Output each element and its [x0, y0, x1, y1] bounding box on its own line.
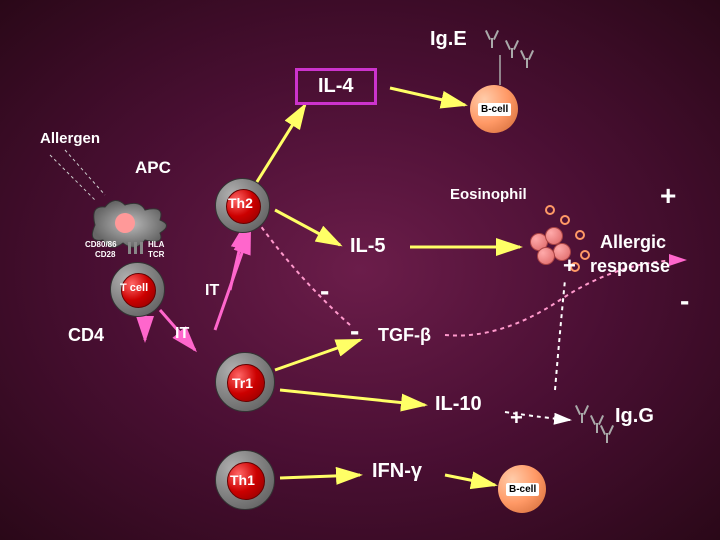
il5-label: IL-5: [350, 235, 386, 258]
il10-label: IL-10: [435, 393, 482, 416]
minus-sign: -: [320, 275, 329, 307]
bcell-label2: B-cell: [506, 483, 539, 496]
small-circle-icon: [560, 215, 570, 225]
minus-sign: -: [680, 285, 689, 317]
it-label2: IT: [175, 325, 189, 343]
small-circle-icon: [545, 205, 555, 215]
ige-label: Ig.E: [430, 28, 467, 51]
il4-box: IL-4: [295, 68, 377, 105]
it-label: IT: [205, 282, 219, 300]
ifng-label: IFN-γ: [372, 460, 422, 483]
th2-label: Th2: [228, 195, 253, 211]
small-circle-icon: [575, 230, 585, 240]
apc-label: APC: [135, 158, 171, 178]
y-antibody-icon: [505, 40, 519, 58]
bcell-bottom: B-cell: [498, 465, 546, 513]
tcr-label: TCR: [148, 250, 164, 259]
bcell-label: B-cell: [478, 103, 511, 116]
tcell-label: T cell: [120, 282, 148, 294]
receptor-icon: [134, 242, 137, 254]
minus-sign: -: [350, 315, 359, 347]
small-circle-icon: [580, 250, 590, 260]
hla-label: HLA: [148, 240, 164, 249]
receptor-icon: [128, 242, 131, 254]
receptor-icon: [140, 242, 143, 254]
y-antibody-icon: [485, 30, 499, 48]
igg-label: Ig.G: [615, 405, 654, 428]
allergen-label: Allergen: [40, 130, 100, 147]
cd8086-label: CD80/86: [85, 240, 117, 249]
cd28-label: CD28: [95, 250, 115, 259]
y-antibody-icon: [520, 50, 534, 68]
plus-sign: +: [563, 253, 576, 279]
y-antibody-icon: [575, 405, 589, 423]
th1-label: Th1: [230, 472, 255, 488]
tr1-label: Tr1: [232, 375, 253, 391]
eosinophil-label: Eosinophil: [450, 186, 527, 203]
cd4-label: CD4: [68, 325, 104, 346]
y-antibody-icon: [600, 425, 614, 443]
allergic-label: Allergic: [600, 232, 666, 253]
tgfb-label: TGF-β: [378, 325, 431, 346]
plus-sign: +: [510, 405, 523, 431]
plus-sign: +: [660, 180, 676, 212]
bcell-top: B-cell: [470, 85, 518, 133]
response-label: response: [590, 256, 670, 277]
